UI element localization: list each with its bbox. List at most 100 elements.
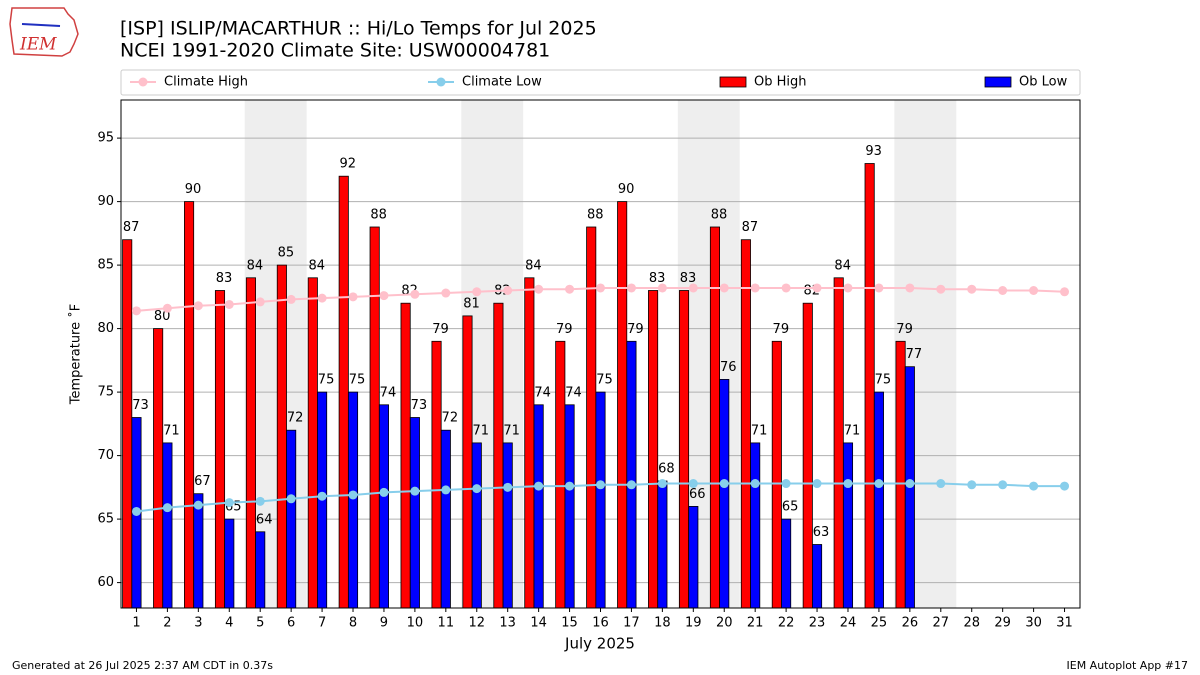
data-label: 76 xyxy=(720,360,737,375)
data-label: 83 xyxy=(216,271,233,286)
bar xyxy=(347,391,359,609)
climate-point xyxy=(843,479,853,489)
climate-point xyxy=(1029,481,1039,491)
bar xyxy=(462,315,473,609)
climate-point xyxy=(750,283,760,293)
x-tick-label: 4 xyxy=(225,616,233,631)
data-label: 84 xyxy=(834,258,851,273)
climate-point xyxy=(843,283,853,293)
climate-point xyxy=(998,480,1008,490)
data-label: 75 xyxy=(349,373,366,388)
x-tick-label: 24 xyxy=(840,616,857,631)
bar xyxy=(842,442,854,609)
bar xyxy=(122,239,133,609)
bar xyxy=(895,340,906,609)
data-label: 73 xyxy=(132,398,149,413)
bar xyxy=(245,277,256,609)
y-tick-label: 60 xyxy=(97,575,114,590)
bar xyxy=(555,340,566,609)
data-label: 80 xyxy=(154,309,171,324)
climate-point xyxy=(472,287,482,297)
climate-point xyxy=(255,496,265,506)
x-tick-label: 21 xyxy=(747,616,764,631)
climate-point xyxy=(131,506,141,516)
x-tick-label: 23 xyxy=(809,616,826,631)
climate-point xyxy=(657,283,667,293)
bar xyxy=(338,175,349,609)
bar xyxy=(431,340,442,609)
legend-label: Ob Low xyxy=(1019,75,1068,90)
y-tick-label: 95 xyxy=(97,131,114,146)
data-label: 79 xyxy=(896,322,913,337)
data-label: 83 xyxy=(649,271,666,286)
legend-label: Ob High xyxy=(754,75,807,90)
chart-title: [ISP] ISLIP/MACARTHUR :: Hi/Lo Temps for… xyxy=(120,18,597,40)
climate-point xyxy=(998,286,1008,295)
climate-point xyxy=(131,306,141,316)
x-tick-label: 16 xyxy=(592,616,609,631)
climate-point xyxy=(503,286,513,295)
climate-point xyxy=(812,283,822,293)
data-label: 79 xyxy=(627,322,644,337)
data-label: 66 xyxy=(689,487,706,502)
y-tick-label: 65 xyxy=(97,512,114,527)
bar xyxy=(678,290,690,609)
bar xyxy=(688,505,699,609)
legend-label: Climate Low xyxy=(462,75,542,90)
data-label: 84 xyxy=(247,258,264,273)
climate-point xyxy=(719,479,729,489)
climate-point xyxy=(379,291,389,301)
y-tick-label: 75 xyxy=(97,385,114,400)
footer-left: Generated at 26 Jul 2025 2:37 AM CDT in … xyxy=(12,659,273,672)
climate-point xyxy=(565,481,575,491)
x-tick-label: 19 xyxy=(685,616,702,631)
legend-swatch xyxy=(984,76,1012,88)
data-label: 75 xyxy=(596,373,613,388)
bar xyxy=(184,201,195,609)
data-label: 85 xyxy=(278,246,295,261)
bar xyxy=(833,277,844,609)
x-tick-label: 9 xyxy=(380,616,388,631)
bar xyxy=(648,290,659,609)
data-label: 88 xyxy=(587,208,604,223)
bar xyxy=(286,429,297,609)
x-tick-label: 25 xyxy=(871,616,888,631)
data-label: 93 xyxy=(865,144,882,159)
x-tick-label: 18 xyxy=(654,616,671,631)
data-label: 92 xyxy=(339,157,356,172)
climate-point xyxy=(874,479,884,489)
x-tick-label: 27 xyxy=(933,616,950,631)
chart-subtitle: NCEI 1991-2020 Climate Site: USW00004781 xyxy=(120,40,550,62)
x-axis-label: July 2025 xyxy=(564,635,635,653)
bar xyxy=(719,378,730,609)
x-tick-label: 6 xyxy=(287,616,295,631)
data-label: 74 xyxy=(534,385,551,400)
climate-point xyxy=(255,297,265,307)
data-label: 71 xyxy=(472,423,489,438)
bar xyxy=(214,290,226,609)
x-tick-label: 2 xyxy=(163,616,171,631)
data-label: 71 xyxy=(844,423,861,438)
climate-point xyxy=(503,482,513,492)
bar xyxy=(873,391,884,609)
climate-point xyxy=(657,479,667,489)
bar xyxy=(378,404,389,609)
climate-point xyxy=(472,484,482,494)
data-label: 90 xyxy=(618,182,635,197)
x-tick-label: 28 xyxy=(963,616,980,631)
climate-point xyxy=(379,487,389,497)
bar xyxy=(564,404,575,609)
x-tick-label: 22 xyxy=(778,616,795,631)
bar xyxy=(524,277,535,609)
legend-label: Climate High xyxy=(164,75,248,90)
logo-outline xyxy=(9,7,79,57)
climate-point xyxy=(534,284,544,294)
logo-line xyxy=(21,23,61,27)
climate-point xyxy=(348,490,358,500)
climate-point xyxy=(317,293,327,303)
legend-marker xyxy=(138,77,148,87)
data-label: 88 xyxy=(370,208,387,223)
bar xyxy=(307,277,318,609)
climate-point xyxy=(905,479,915,489)
